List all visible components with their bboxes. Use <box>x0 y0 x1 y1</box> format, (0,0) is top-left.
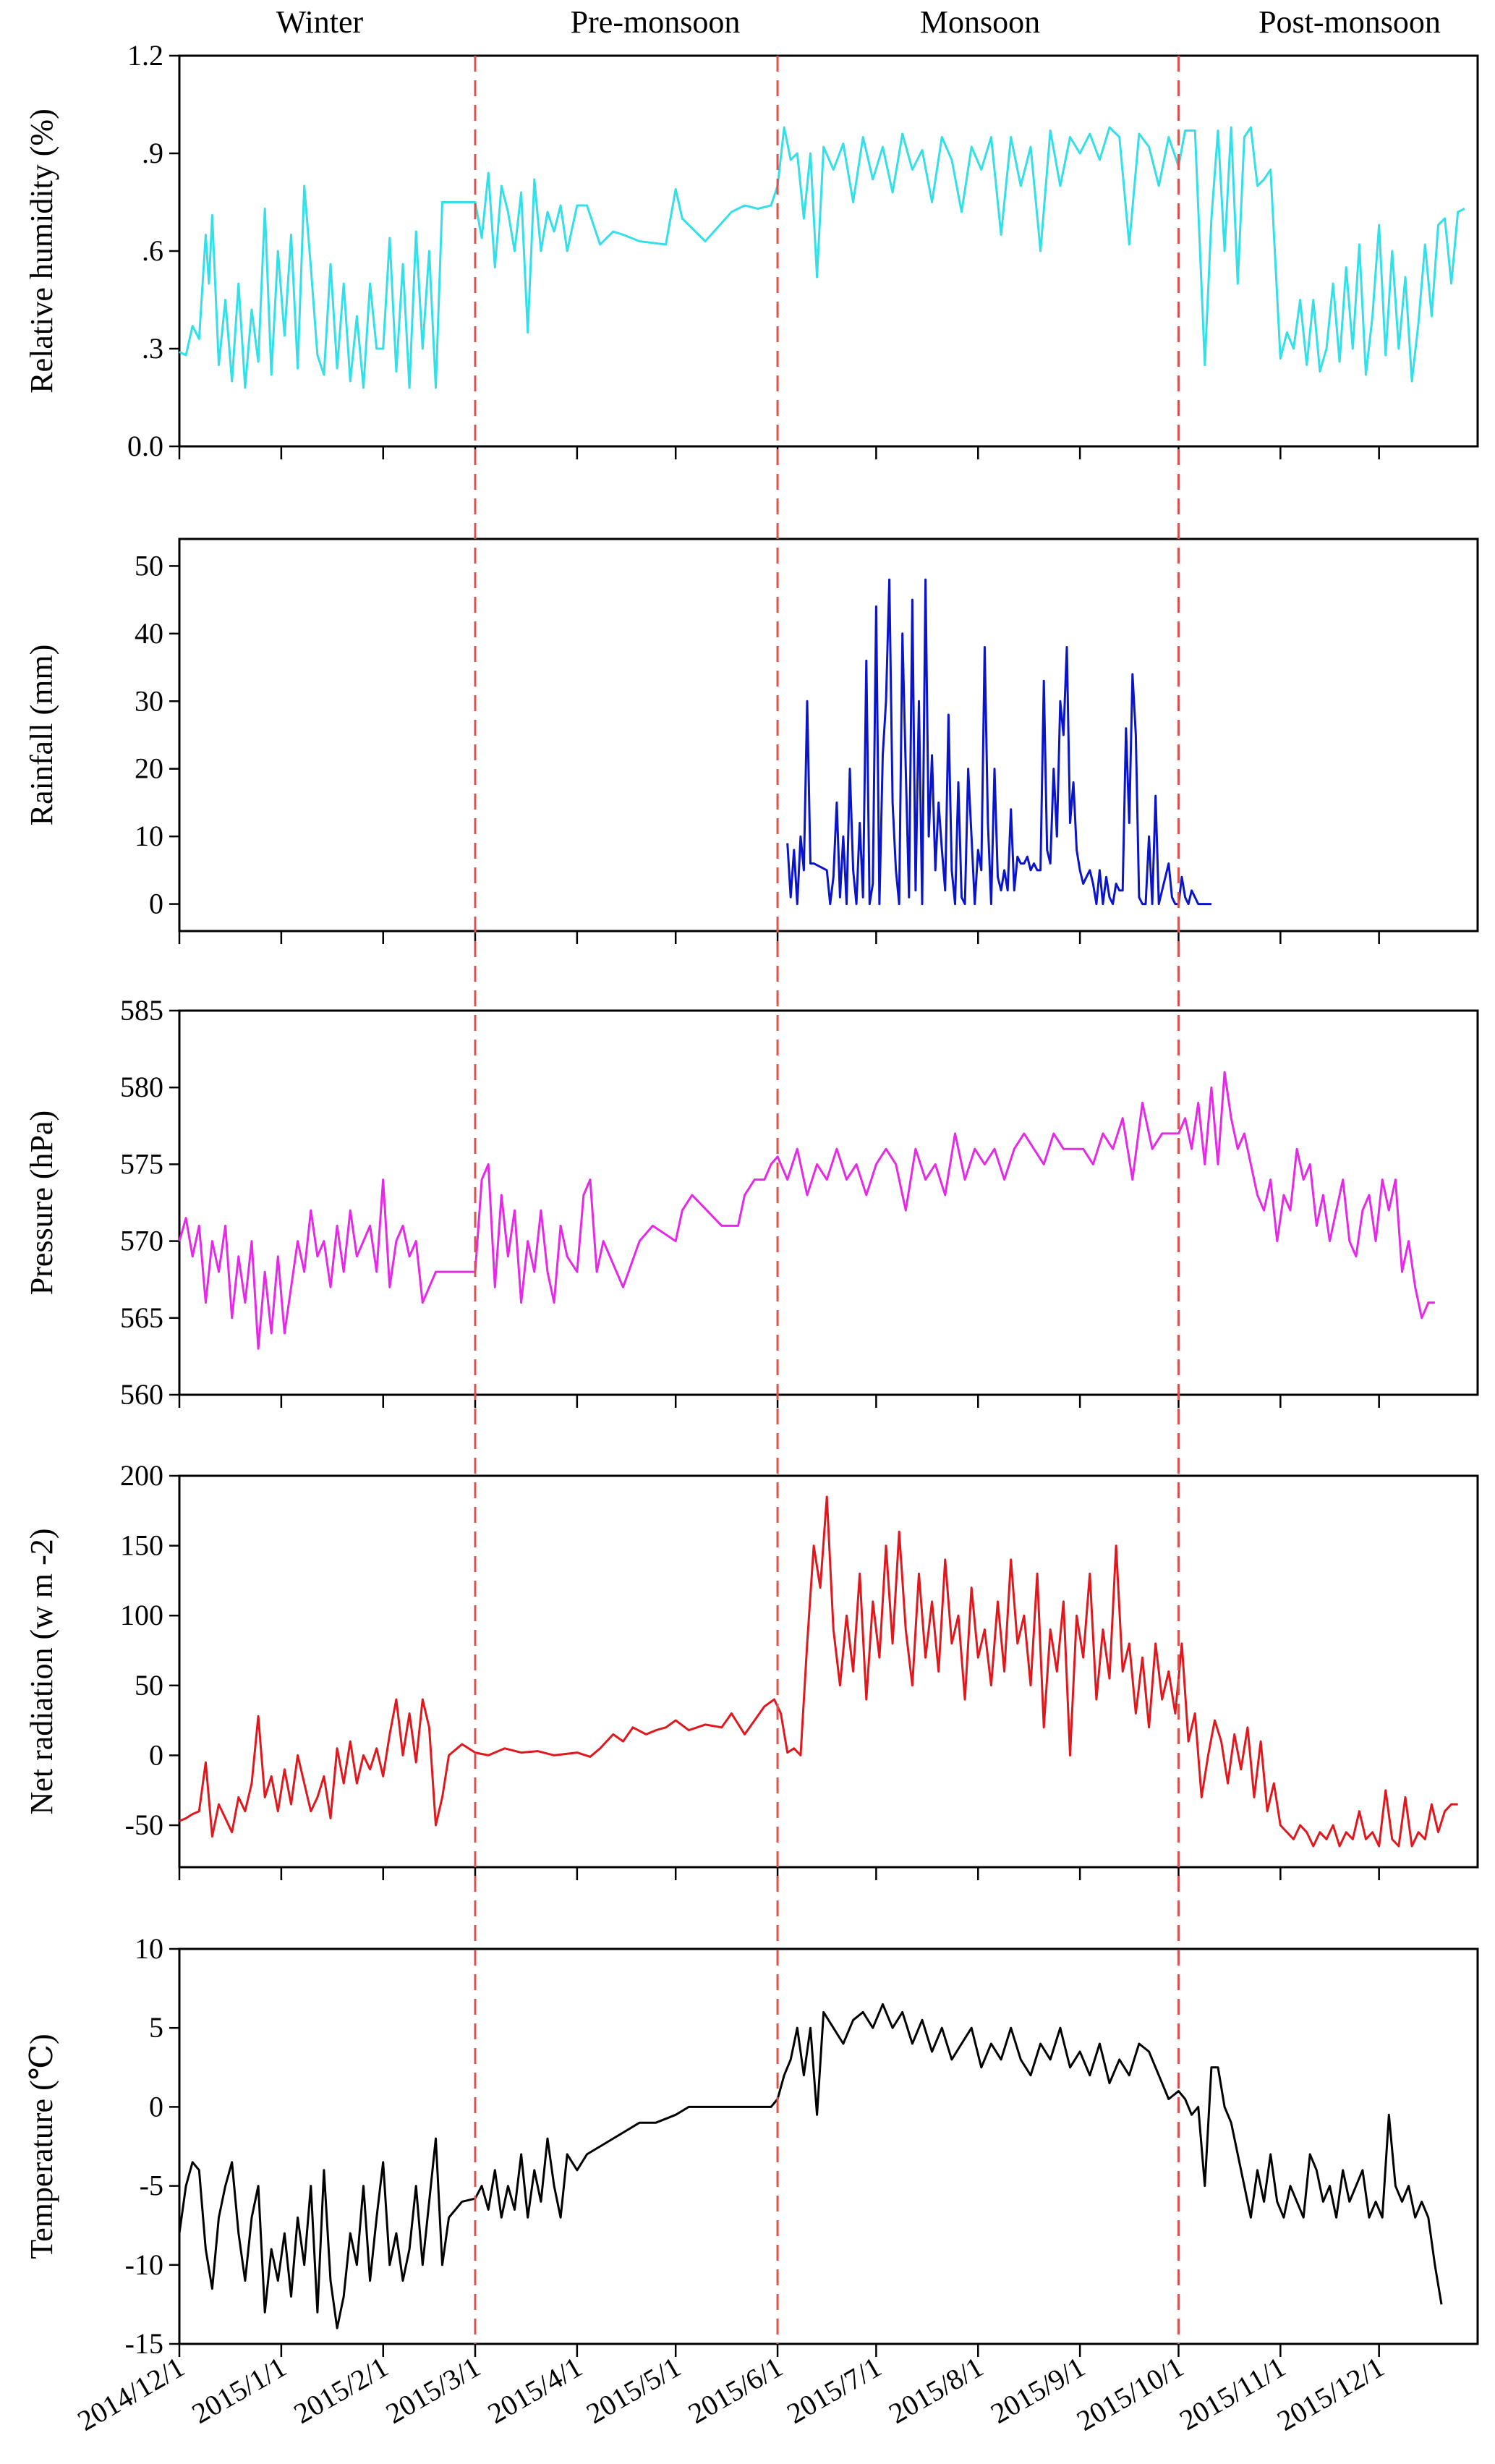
x-tick-label: 2015/10/1 <box>1071 2350 1189 2437</box>
chart-panel-1: 0.0 .3 .6 .9 1.2 Relative humidity (%) <box>24 39 1479 462</box>
date-axis-labels: 2014/12/12015/1/12015/2/12015/3/12015/4/… <box>72 2350 1390 2437</box>
y-axis-label: Rainfall (mm) <box>24 645 59 826</box>
season-label-winter: Winter <box>276 4 364 40</box>
y-tick-label: 0.0 <box>127 430 163 462</box>
y-tick-label: 100 <box>120 1599 163 1631</box>
y-tick-label: 50 <box>135 1669 163 1702</box>
y-tick-label: -15 <box>125 2327 163 2360</box>
y-tick-label: 20 <box>135 752 163 785</box>
plot-frame <box>178 538 1479 933</box>
x-tick-label: 2015/2/1 <box>289 2350 394 2430</box>
series-line <box>178 1071 1435 1350</box>
y-tick-label: 10 <box>135 820 163 852</box>
y-tick-label: 575 <box>120 1147 163 1180</box>
x-tick-label: 2015/9/1 <box>985 2350 1091 2430</box>
y-tick-label: 0 <box>149 2090 163 2123</box>
chart-panel-5: -15 -10 -5 0 5 10 Temperature (℃) <box>24 1932 1479 2360</box>
y-tick-label: 50 <box>135 549 163 582</box>
season-labels: Winter Pre-monsoon Monsoon Post-monsoon <box>276 4 1441 40</box>
y-tick-label: -50 <box>125 1809 163 1841</box>
x-tick-label: 2015/5/1 <box>581 2350 686 2430</box>
x-tick-label: 2015/8/1 <box>883 2350 989 2430</box>
y-tick-label: 570 <box>120 1225 163 1257</box>
chart-panel-4: -50 0 50 100 150 200 Net radiation (w m -2) <box>24 1459 1479 1880</box>
x-tick-label: 2015/12/1 <box>1272 2350 1389 2437</box>
y-tick-label: 0 <box>149 888 163 920</box>
y-tick-label: 200 <box>120 1459 163 1492</box>
series-line <box>178 2002 1443 2329</box>
series-line <box>179 1495 1458 1848</box>
y-tick-label: 0 <box>149 1738 163 1771</box>
plot-frame <box>178 54 1479 448</box>
x-tick-label: 2015/6/1 <box>683 2350 788 2430</box>
y-tick-label: .3 <box>142 332 163 365</box>
chart-panel-2: 0 10 20 30 40 50 Rainfall (mm) <box>24 538 1479 944</box>
y-tick-label: 5 <box>149 2011 163 2044</box>
season-boundary-lines <box>474 56 1180 2344</box>
plot-frame <box>178 1009 1479 1396</box>
chart-panel-3: 560 565 570 575 580 585 Pressure (hPa) <box>24 994 1479 1411</box>
season-label-post-monsoon: Post-monsoon <box>1258 4 1441 40</box>
chart-panels: 0.0 .3 .6 .9 1.2 Relative humidity (%) 0 10 20 30… <box>24 39 1479 2360</box>
y-tick-label: .9 <box>142 137 163 169</box>
y-tick-label: -10 <box>125 2248 163 2281</box>
plot-frame <box>178 1474 1479 1869</box>
y-tick-label: .6 <box>142 234 163 267</box>
series-line <box>786 578 1211 906</box>
plot-frame <box>178 1947 1479 2345</box>
y-tick-label: 10 <box>135 1932 163 1965</box>
y-tick-label: 40 <box>135 617 163 650</box>
y-tick-label: 150 <box>120 1529 163 1562</box>
x-tick-label: 2015/7/1 <box>781 2350 887 2430</box>
y-tick-label: -5 <box>140 2170 163 2202</box>
x-tick-label: 2014/12/1 <box>72 2350 190 2437</box>
y-axis-label: Relative humidity (%) <box>24 109 59 393</box>
y-tick-label: 560 <box>120 1378 163 1411</box>
y-tick-label: 580 <box>120 1071 163 1103</box>
y-axis-label: Pressure (hPa) <box>24 1110 59 1295</box>
y-tick-label: 585 <box>120 994 163 1027</box>
season-label-monsoon: Monsoon <box>920 4 1040 40</box>
series-line <box>179 126 1465 389</box>
y-tick-label: 30 <box>135 684 163 717</box>
x-tick-label: 2015/3/1 <box>380 2350 486 2430</box>
y-tick-label: 1.2 <box>127 39 163 72</box>
y-axis-label: Net radiation (w m -2) <box>24 1529 59 1815</box>
y-tick-label: 565 <box>120 1301 163 1334</box>
season-label-pre-monsoon: Pre-monsoon <box>571 4 741 40</box>
x-tick-label: 2015/11/1 <box>1174 2350 1291 2437</box>
x-tick-label: 2015/1/1 <box>187 2350 292 2430</box>
y-axis-label: Temperature (℃) <box>24 2034 59 2259</box>
x-tick-label: 2015/4/1 <box>482 2350 588 2430</box>
